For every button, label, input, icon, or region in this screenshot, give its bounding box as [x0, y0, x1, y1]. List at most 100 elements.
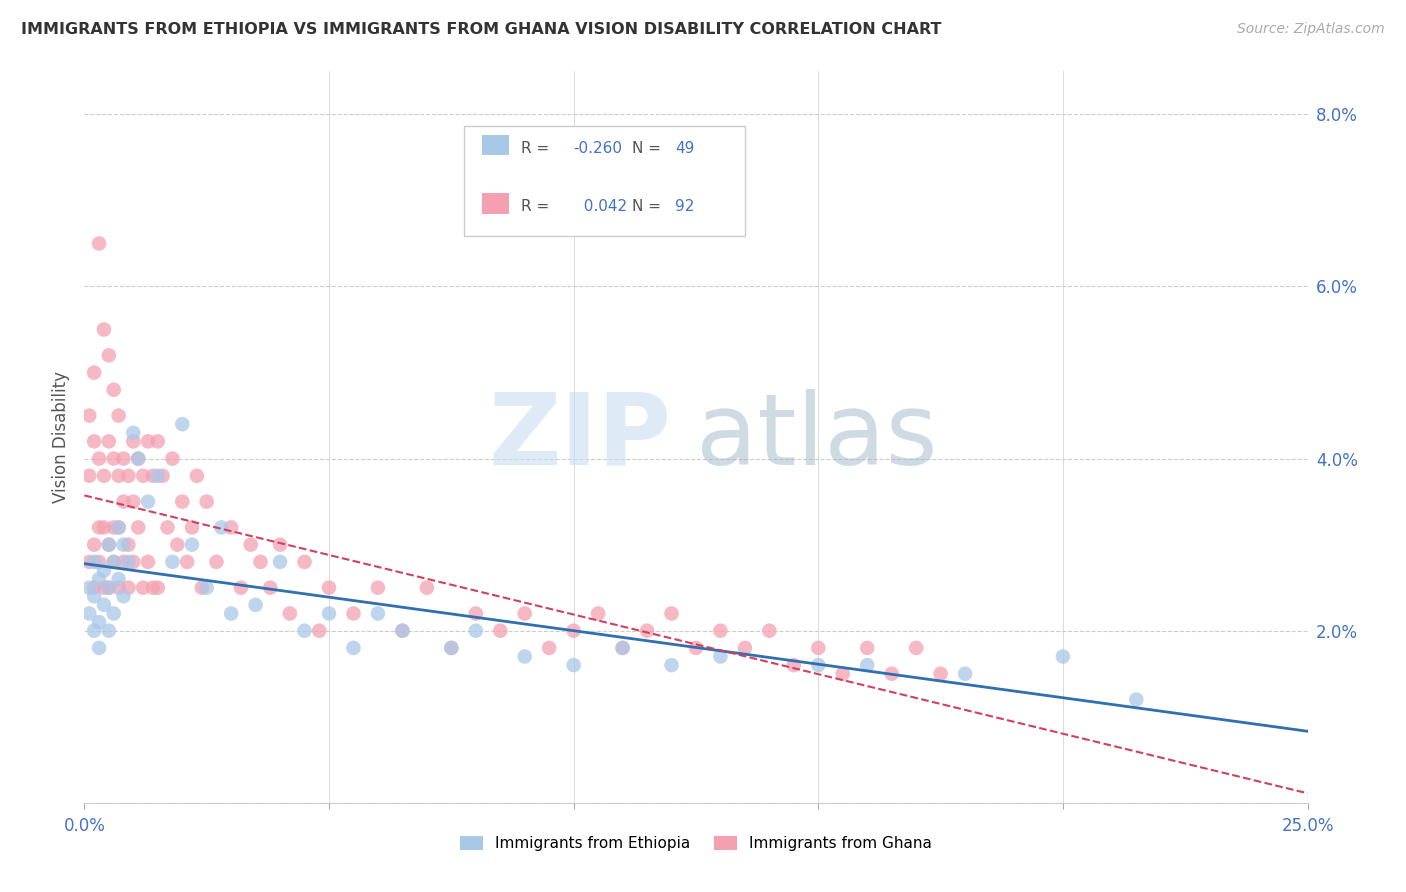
- Point: [146, 468, 169, 483]
- Point: [103, 451, 125, 466]
- Point: [294, 555, 316, 569]
- Point: [122, 555, 145, 569]
- Point: [661, 607, 683, 621]
- Point: [112, 451, 135, 466]
- Point: [103, 555, 125, 569]
- Legend: Immigrants from Ethiopia, Immigrants from Ghana: Immigrants from Ethiopia, Immigrants fro…: [454, 830, 938, 857]
- Point: [1125, 692, 1147, 706]
- Point: [97, 538, 120, 552]
- Point: [181, 538, 204, 552]
- Point: [239, 538, 262, 552]
- Point: [83, 589, 105, 603]
- Y-axis label: Vision Disability: Vision Disability: [52, 371, 70, 503]
- Text: R =: R =: [522, 141, 554, 156]
- Point: [122, 494, 145, 508]
- Point: [87, 615, 110, 629]
- Point: [278, 607, 301, 621]
- Point: [152, 468, 174, 483]
- Point: [122, 434, 145, 449]
- Point: [416, 581, 439, 595]
- Point: [77, 409, 100, 423]
- Text: Source: ZipAtlas.com: Source: ZipAtlas.com: [1237, 22, 1385, 37]
- Point: [562, 624, 585, 638]
- Point: [489, 624, 512, 638]
- Point: [807, 658, 830, 673]
- Point: [103, 520, 125, 534]
- Point: [77, 581, 100, 595]
- Point: [117, 555, 139, 569]
- Point: [440, 640, 463, 655]
- Point: [209, 520, 232, 534]
- Point: [318, 581, 340, 595]
- Point: [83, 538, 105, 552]
- Point: [77, 468, 100, 483]
- Point: [132, 581, 155, 595]
- Point: [219, 520, 242, 534]
- Point: [269, 538, 291, 552]
- Point: [308, 624, 330, 638]
- Text: 92: 92: [675, 199, 695, 214]
- Point: [440, 640, 463, 655]
- Point: [195, 494, 218, 508]
- Point: [112, 589, 135, 603]
- Point: [87, 572, 110, 586]
- Point: [93, 322, 115, 336]
- Point: [269, 555, 291, 569]
- Point: [367, 607, 389, 621]
- Point: [136, 555, 159, 569]
- Point: [103, 607, 125, 621]
- Point: [97, 348, 120, 362]
- Point: [259, 581, 281, 595]
- Point: [142, 468, 165, 483]
- Point: [122, 425, 145, 440]
- Point: [97, 624, 120, 638]
- Point: [612, 640, 634, 655]
- Point: [186, 468, 208, 483]
- Point: [112, 538, 135, 552]
- Point: [709, 649, 731, 664]
- Point: [1052, 649, 1074, 664]
- Point: [146, 581, 169, 595]
- Point: [342, 640, 364, 655]
- Point: [172, 494, 194, 508]
- Point: [97, 581, 120, 595]
- Point: [127, 451, 149, 466]
- Point: [83, 555, 105, 569]
- Point: [97, 581, 120, 595]
- Point: [87, 520, 110, 534]
- Text: 49: 49: [675, 141, 695, 156]
- Point: [513, 607, 536, 621]
- Point: [162, 451, 184, 466]
- Point: [856, 658, 879, 673]
- Point: [249, 555, 271, 569]
- Point: [342, 607, 364, 621]
- Point: [195, 581, 218, 595]
- Point: [391, 624, 413, 638]
- Point: [112, 494, 135, 508]
- Point: [97, 538, 120, 552]
- Point: [107, 572, 129, 586]
- Point: [880, 666, 903, 681]
- Point: [112, 555, 135, 569]
- Point: [856, 640, 879, 655]
- Point: [685, 640, 707, 655]
- Text: -0.260: -0.260: [574, 141, 623, 156]
- Point: [191, 581, 214, 595]
- Point: [117, 468, 139, 483]
- Text: ZIP: ZIP: [489, 389, 672, 485]
- Text: N =: N =: [633, 141, 666, 156]
- Point: [127, 451, 149, 466]
- Point: [166, 538, 188, 552]
- Point: [464, 624, 486, 638]
- Point: [513, 649, 536, 664]
- Point: [612, 640, 634, 655]
- Point: [146, 434, 169, 449]
- Point: [97, 434, 120, 449]
- Point: [93, 598, 115, 612]
- Point: [103, 383, 125, 397]
- Point: [107, 520, 129, 534]
- FancyBboxPatch shape: [482, 135, 509, 155]
- Point: [156, 520, 179, 534]
- Text: N =: N =: [633, 199, 666, 214]
- Point: [87, 236, 110, 251]
